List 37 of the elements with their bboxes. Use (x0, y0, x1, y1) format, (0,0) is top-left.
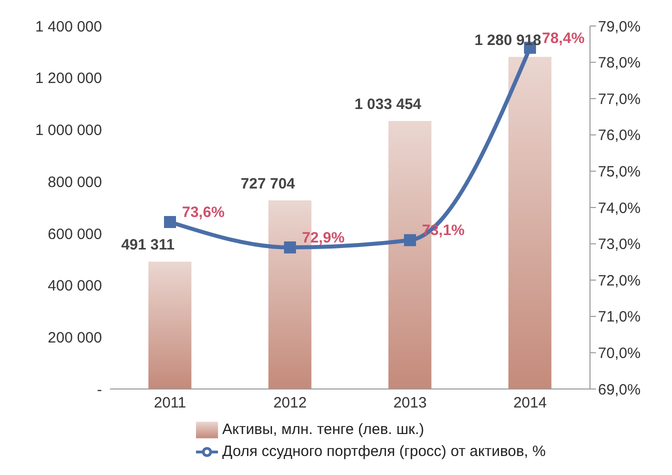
point (284, 241, 296, 254)
data-label: 72,9% (302, 229, 345, 246)
y-tick-label: - (97, 381, 102, 398)
data-label: 727 704 (240, 175, 296, 192)
point (164, 216, 176, 228)
y2-tick-label: 78,0% (598, 54, 641, 72)
point (404, 234, 416, 246)
x-tick-label: 2014 (513, 394, 547, 412)
y-tick-label: 800 000 (48, 174, 102, 191)
legend-label: Активы, млн. тенге (лев. шк.) (222, 420, 424, 438)
x-tick-label: 2011 (154, 394, 186, 412)
data-label: 73,6% (182, 204, 225, 222)
y-tick-label: 1 000 000 (35, 122, 102, 140)
y2-tick-label: 75,0% (598, 164, 641, 181)
y2-tick-label: 73,0% (598, 236, 641, 254)
y-tick-label: 1 200 000 (35, 70, 102, 88)
x-tick-label: 2012 (273, 394, 307, 412)
y2-tick-label: 76,0% (598, 127, 641, 144)
y2-tick-label: 74,0% (598, 200, 641, 217)
bar (148, 262, 192, 389)
x-tick-label: 2013 (393, 394, 427, 412)
legend-label: Доля ссудного портфеля (гросс) от активов, % (222, 442, 546, 460)
bar (508, 56, 552, 389)
data-label: 78,4% (542, 30, 585, 47)
y2-tick-label: 79,0% (598, 18, 641, 36)
y2-tick-label: 77,0% (598, 90, 641, 108)
data-label: 1 280 918 (474, 32, 542, 49)
data-label: 1 033 454 (354, 96, 422, 114)
y2-tick-label: 72,0% (598, 272, 641, 290)
y-tick-label: 200 000 (48, 329, 102, 346)
y-tick-label: 1 400 000 (35, 18, 102, 36)
y2-tick-label: 70,0% (598, 345, 641, 362)
y2-tick-label: 71,0% (598, 308, 641, 326)
y2-tick-label: 69,0% (598, 381, 641, 398)
y-tick-label: 400 000 (48, 278, 102, 295)
y-tick-label: 600 000 (48, 226, 102, 243)
data-label: 491 311 (121, 236, 175, 254)
